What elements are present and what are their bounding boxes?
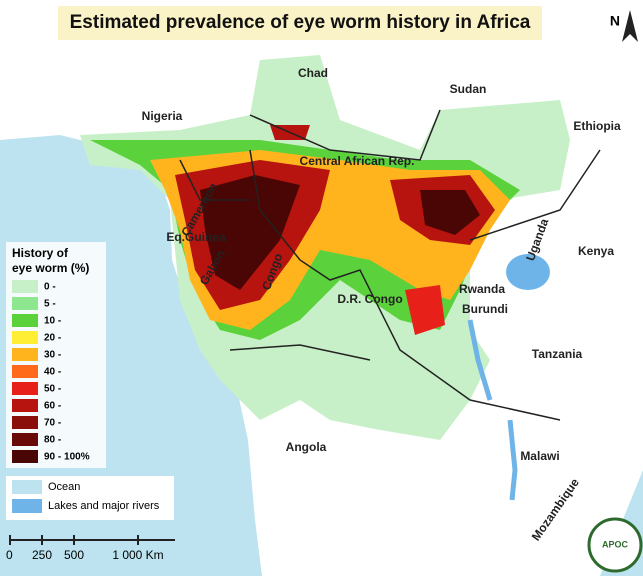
legend-swatch (12, 499, 42, 513)
legend-label: 20 - (44, 333, 61, 344)
zone-very-high (405, 285, 445, 335)
legend-label: 10 - (44, 316, 61, 327)
legend-label: 50 - (44, 384, 61, 395)
legend-label: 90 - 100% (44, 452, 90, 463)
legend-swatch (12, 314, 38, 327)
scale-label: 500 (64, 548, 84, 562)
country-label: Rwanda (459, 282, 505, 296)
legend-label: 0 - (44, 282, 56, 293)
legend-label: 5 - (44, 299, 56, 310)
legend-label: Ocean (48, 481, 80, 493)
scale-label: 0 (6, 548, 13, 562)
country-label: Chad (298, 66, 328, 80)
lake (467, 319, 493, 401)
country-label: Tanzania (532, 347, 583, 361)
scale-label: 1 000 Km (112, 548, 163, 562)
north-arrow (622, 10, 638, 42)
lake (506, 254, 550, 290)
legend-swatch (12, 433, 38, 446)
country-label: Central African Rep. (300, 154, 415, 168)
legend-swatch (12, 450, 38, 463)
base-legend: Ocean Lakes and major rivers (12, 480, 160, 513)
legend-title: eye worm (%) (12, 261, 89, 275)
north-label: N (610, 13, 620, 29)
map-title: Estimated prevalence of eye worm history… (70, 12, 531, 33)
legend-items: 0 - 5 - 10 - 20 - 30 - 40 - 50 - 60 - 70 - 80 - 90… (12, 280, 90, 463)
legend-swatch (12, 399, 38, 412)
border (179, 109, 601, 421)
legend-swatch (12, 348, 38, 361)
country-label: Nigeria (142, 109, 183, 123)
legend-label: 40 - (44, 367, 61, 378)
zone-highest (420, 190, 480, 235)
legend-label: 30 - (44, 350, 61, 361)
country-label: Burundi (462, 302, 508, 316)
legend-swatch (12, 480, 42, 494)
title-box (58, 6, 542, 40)
legend-swatch (12, 280, 38, 293)
zone-highest (200, 175, 300, 290)
logo-text: APOC (602, 539, 629, 549)
country-label: Eq.Guinea (166, 230, 226, 244)
scale-bar: 0 250 500 1 000 Km (6, 535, 175, 562)
legend-label: Lakes and major rivers (48, 500, 160, 512)
scale-label: 250 (32, 548, 52, 562)
legend-swatch (12, 382, 38, 395)
legend-label: 60 - (44, 401, 61, 412)
country-label: Malawi (520, 449, 559, 463)
lake (507, 419, 518, 501)
country-label: Sudan (450, 82, 487, 96)
country-label: D.R. Congo (337, 292, 402, 306)
legend-swatch (12, 365, 38, 378)
legend-swatch (12, 416, 38, 429)
country-label: Kenya (578, 244, 614, 258)
logo (587, 517, 643, 573)
legend-swatch (12, 331, 38, 344)
country-label: Ethiopia (573, 119, 621, 133)
legend-label: 80 - (44, 435, 61, 446)
legend-label: 70 - (44, 418, 61, 429)
legend-swatch (12, 297, 38, 310)
country-label: Angola (286, 440, 327, 454)
legend-title: History of (12, 246, 69, 260)
